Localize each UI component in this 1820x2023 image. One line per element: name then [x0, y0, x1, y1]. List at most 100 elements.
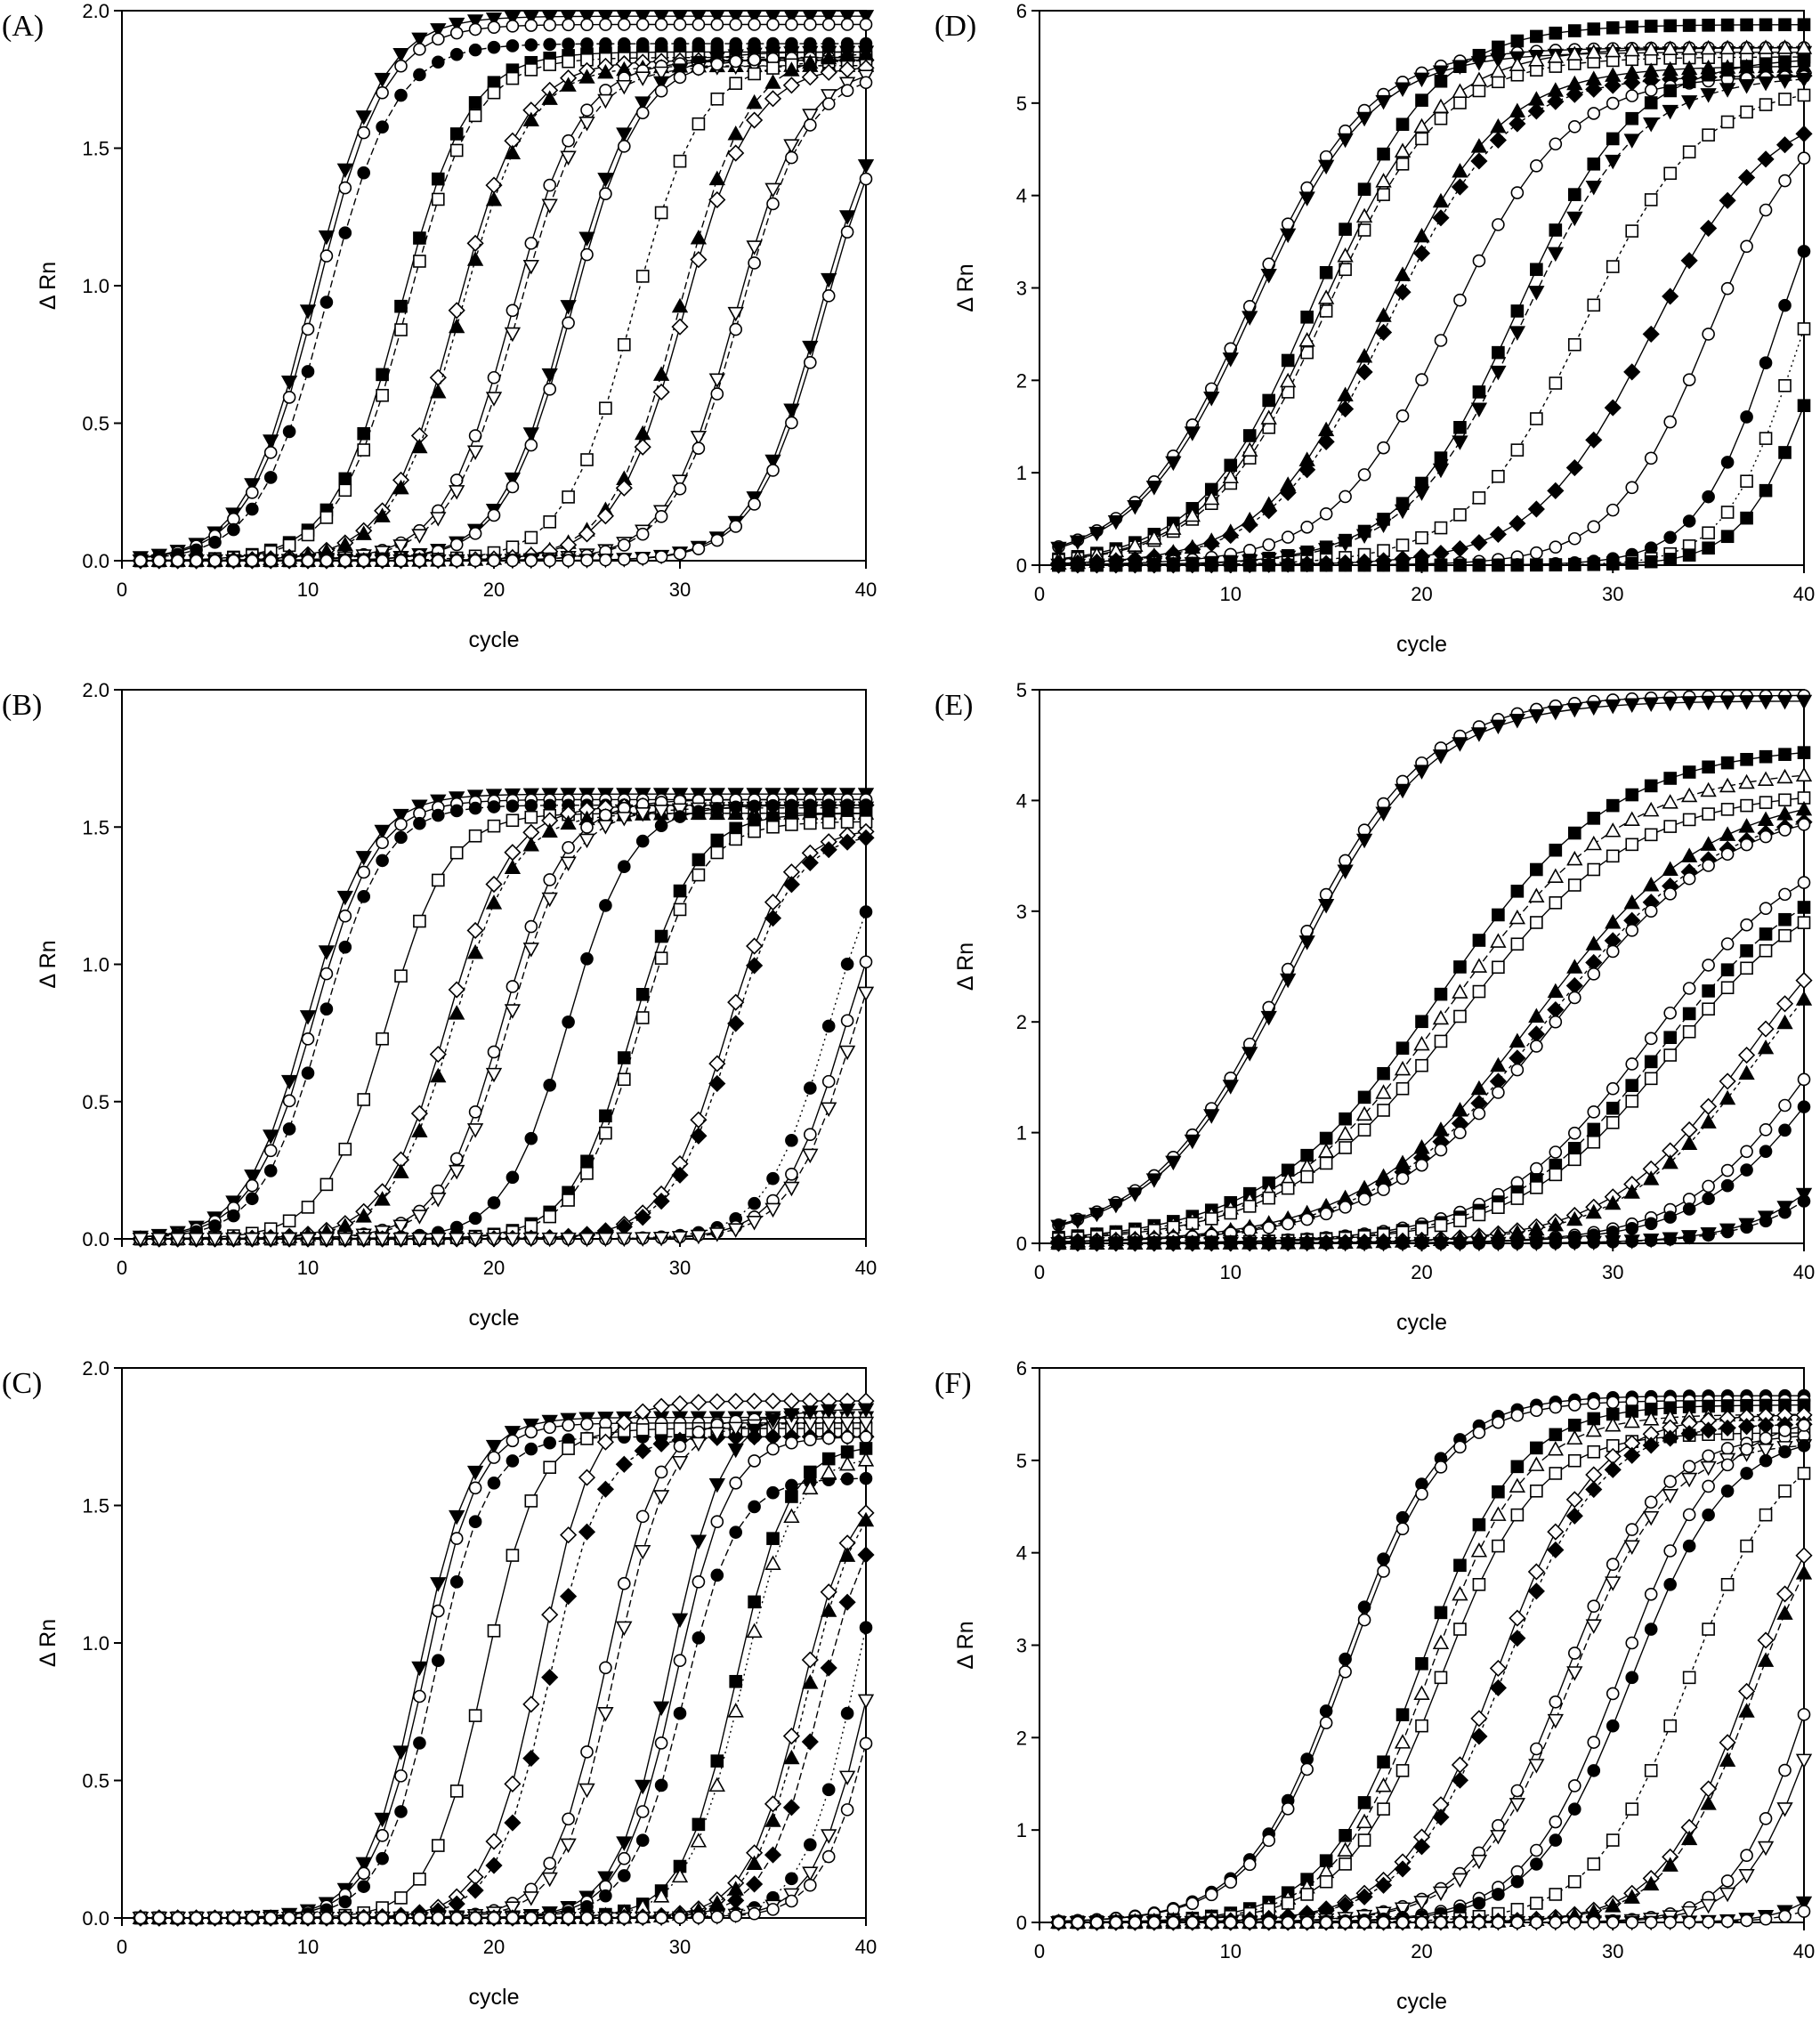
- data-point: [1778, 1444, 1792, 1459]
- data-point: [318, 230, 336, 246]
- data-point: [449, 1575, 464, 1589]
- data-point: [820, 1659, 837, 1677]
- data-point: [764, 1846, 782, 1864]
- data-point: [821, 1452, 836, 1466]
- data-point: [394, 1805, 408, 1818]
- data-point: [673, 18, 687, 31]
- data-point: [708, 10, 725, 25]
- data-point: [840, 18, 854, 31]
- data-point: [692, 1911, 706, 1924]
- data-point: [673, 154, 687, 168]
- data-point: [394, 59, 408, 73]
- data-point: [1644, 1915, 1658, 1930]
- data-point: [560, 77, 577, 92]
- data-point: [1224, 1206, 1238, 1220]
- data-point: [152, 1911, 166, 1925]
- data-point: [838, 210, 856, 225]
- data-point: [1472, 385, 1486, 399]
- data-point: [785, 818, 798, 831]
- data-point: [1702, 859, 1715, 872]
- data-point: [708, 190, 726, 209]
- data-point: [654, 206, 668, 220]
- data-point: [245, 1192, 259, 1206]
- data-point: [1394, 504, 1412, 520]
- data-point: [299, 1232, 317, 1248]
- series-11: [133, 815, 873, 1246]
- data-point: [263, 1232, 279, 1248]
- data-point: [692, 1631, 706, 1645]
- data-point: [282, 1214, 296, 1228]
- data-point: [597, 173, 614, 188]
- y-tick-label: 1.5: [82, 1495, 109, 1517]
- data-point: [1549, 137, 1563, 151]
- data-point: [840, 225, 854, 239]
- data-point: [1778, 378, 1792, 392]
- data-point: [524, 438, 538, 452]
- data-point: [1604, 1461, 1622, 1478]
- data-point: [708, 1074, 726, 1093]
- data-point: [654, 951, 668, 965]
- data-point: [1702, 18, 1715, 32]
- series-4: [133, 45, 873, 568]
- data-point: [1644, 1495, 1658, 1509]
- data-point: [1298, 331, 1315, 347]
- data-point: [562, 1911, 575, 1925]
- data-point: [1472, 1915, 1486, 1930]
- data-point: [1375, 307, 1392, 322]
- data-point: [729, 1674, 743, 1688]
- y-axis-label: Δ Rn: [953, 1621, 978, 1669]
- data-point: [522, 836, 539, 852]
- data-point: [1680, 1472, 1698, 1488]
- data-point: [1737, 168, 1756, 187]
- data-point: [562, 1419, 575, 1432]
- series-18: [133, 172, 873, 568]
- data-point: [449, 1911, 464, 1925]
- x-tick-label: 40: [855, 579, 877, 601]
- data-point: [1452, 1873, 1468, 1889]
- data-point: [1643, 41, 1660, 56]
- data-point: [1740, 1220, 1753, 1234]
- data-point: [524, 1911, 538, 1925]
- series-12: [133, 53, 873, 568]
- data-point: [1394, 266, 1412, 281]
- data-point: [413, 1689, 426, 1703]
- data-point: [1395, 1522, 1410, 1535]
- data-point: [1415, 1158, 1428, 1172]
- data-point: [1644, 1055, 1658, 1069]
- data-point: [1167, 1236, 1180, 1250]
- data-point: [1413, 227, 1430, 243]
- data-point: [1625, 1079, 1639, 1092]
- data-point: [1587, 812, 1601, 825]
- data-point: [357, 890, 371, 903]
- data-point: [1776, 39, 1793, 54]
- data-point: [1566, 45, 1583, 61]
- data-point: [338, 1911, 352, 1925]
- data-point: [1395, 1915, 1410, 1930]
- data-point: [690, 1534, 708, 1550]
- data-point: [1510, 1874, 1525, 1889]
- data-point: [1453, 1622, 1467, 1636]
- data-point: [1377, 558, 1390, 572]
- data-point: [1644, 96, 1658, 109]
- data-point: [263, 1144, 278, 1158]
- data-point: [1415, 373, 1428, 386]
- data-point: [654, 929, 668, 943]
- data-point: [282, 425, 296, 439]
- series-12: [132, 822, 875, 1248]
- data-point: [616, 812, 633, 827]
- data-point: [1509, 326, 1526, 341]
- data-point: [1776, 1802, 1793, 1817]
- y-tick-label: 0.5: [82, 1770, 109, 1792]
- data-point: [449, 1509, 465, 1525]
- data-point: [1434, 558, 1448, 572]
- data-point: [838, 1593, 856, 1611]
- data-point: [599, 1126, 612, 1140]
- x-tick-label: 20: [483, 1257, 505, 1279]
- data-point: [318, 945, 336, 960]
- data-point: [411, 438, 428, 454]
- data-point: [506, 799, 520, 813]
- data-point: [1663, 415, 1677, 429]
- data-point: [1204, 1236, 1218, 1250]
- data-point: [578, 69, 595, 84]
